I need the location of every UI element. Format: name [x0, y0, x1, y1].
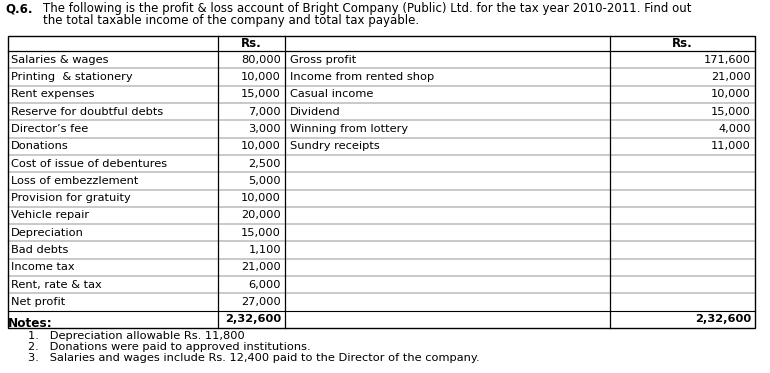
Text: 10,000: 10,000	[241, 193, 281, 203]
Text: Winning from lottery: Winning from lottery	[290, 124, 408, 134]
Text: 3.   Salaries and wages include Rs. 12,400 paid to the Director of the company.: 3. Salaries and wages include Rs. 12,400…	[28, 353, 480, 363]
Text: 15,000: 15,000	[711, 107, 751, 117]
Text: Gross profit: Gross profit	[290, 55, 357, 65]
Text: 21,000: 21,000	[711, 72, 751, 82]
Text: Income tax: Income tax	[11, 263, 75, 272]
Text: the total taxable income of the company and total tax payable.: the total taxable income of the company …	[43, 14, 419, 27]
Text: 1.   Depreciation allowable Rs. 11,800: 1. Depreciation allowable Rs. 11,800	[28, 331, 245, 341]
Text: Printing  & stationery: Printing & stationery	[11, 72, 132, 82]
Text: Salaries & wages: Salaries & wages	[11, 55, 109, 65]
Text: Notes:: Notes:	[8, 317, 53, 330]
Text: Rs.: Rs.	[672, 37, 693, 50]
Text: 3,000: 3,000	[249, 124, 281, 134]
Text: Loss of embezzlement: Loss of embezzlement	[11, 176, 139, 186]
Text: 27,000: 27,000	[241, 297, 281, 307]
Text: Income from rented shop: Income from rented shop	[290, 72, 434, 82]
Text: 11,000: 11,000	[711, 141, 751, 151]
Text: 6,000: 6,000	[249, 280, 281, 290]
Text: Rs.: Rs.	[241, 37, 262, 50]
Text: 171,600: 171,600	[704, 55, 751, 65]
Text: 15,000: 15,000	[241, 228, 281, 238]
Text: 2,500: 2,500	[249, 159, 281, 169]
Text: Bad debts: Bad debts	[11, 245, 69, 255]
Text: 4,000: 4,000	[718, 124, 751, 134]
Text: Depreciation: Depreciation	[11, 228, 84, 238]
Text: 5,000: 5,000	[249, 176, 281, 186]
Text: 80,000: 80,000	[241, 55, 281, 65]
Text: Director’s fee: Director’s fee	[11, 124, 89, 134]
Text: 10,000: 10,000	[711, 89, 751, 99]
Text: Casual income: Casual income	[290, 89, 373, 99]
Text: 20,000: 20,000	[241, 210, 281, 220]
Bar	[8, 36, 755, 328]
Text: Q.6.: Q.6.	[5, 2, 32, 15]
Text: 10,000: 10,000	[241, 141, 281, 151]
Text: 2,32,600: 2,32,600	[225, 314, 281, 325]
Text: 7,000: 7,000	[249, 107, 281, 117]
Text: 2.   Donations were paid to approved institutions.: 2. Donations were paid to approved insti…	[28, 342, 310, 352]
Text: Donations: Donations	[11, 141, 69, 151]
Text: 2,32,600: 2,32,600	[695, 314, 751, 325]
Text: Net profit: Net profit	[11, 297, 65, 307]
Text: Rent expenses: Rent expenses	[11, 89, 95, 99]
Text: Provision for gratuity: Provision for gratuity	[11, 193, 131, 203]
Text: Rent, rate & tax: Rent, rate & tax	[11, 280, 102, 290]
Text: 15,000: 15,000	[241, 89, 281, 99]
Text: The following is the profit & loss account of Bright Company (Public) Ltd. for t: The following is the profit & loss accou…	[43, 2, 691, 15]
Text: Sundry receipts: Sundry receipts	[290, 141, 380, 151]
Text: 1,100: 1,100	[249, 245, 281, 255]
Text: Cost of issue of debentures: Cost of issue of debentures	[11, 159, 167, 169]
Text: Vehicle repair: Vehicle repair	[11, 210, 89, 220]
Text: 10,000: 10,000	[241, 72, 281, 82]
Text: Reserve for doubtful debts: Reserve for doubtful debts	[11, 107, 163, 117]
Text: Dividend: Dividend	[290, 107, 341, 117]
Text: 21,000: 21,000	[241, 263, 281, 272]
